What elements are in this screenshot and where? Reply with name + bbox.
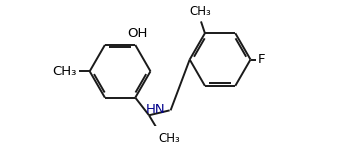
Text: CH₃: CH₃ [159, 132, 181, 145]
Text: CH₃: CH₃ [52, 65, 77, 78]
Text: OH: OH [127, 27, 147, 40]
Text: HN: HN [146, 103, 166, 116]
Text: CH₃: CH₃ [189, 6, 211, 19]
Text: F: F [257, 53, 265, 66]
